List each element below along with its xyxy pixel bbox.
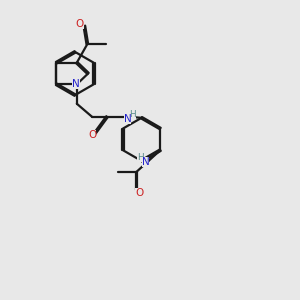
Text: H: H: [129, 110, 136, 119]
Text: N: N: [72, 79, 80, 89]
Text: H: H: [137, 153, 144, 162]
Text: O: O: [135, 188, 144, 198]
Text: O: O: [76, 19, 84, 28]
Text: O: O: [88, 130, 96, 140]
Text: N: N: [142, 157, 149, 167]
Text: N: N: [124, 113, 131, 124]
